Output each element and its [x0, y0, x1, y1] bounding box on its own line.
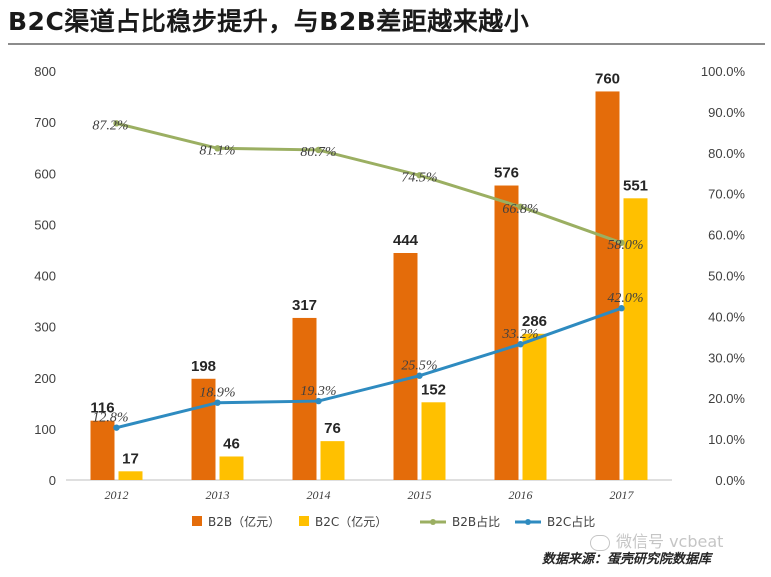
left-axis-tick: 500: [34, 217, 56, 232]
legend-b2b-share-marker: [430, 519, 436, 525]
data-source: 数据来源：蛋壳研究院数据库: [541, 552, 711, 567]
legend-b2b-share-label: B2B占比: [452, 514, 500, 529]
b2c-bar: [623, 198, 648, 480]
right-axis-tick: 70.0%: [708, 187, 745, 202]
x-axis-tick: 2015: [408, 488, 432, 502]
right-axis-tick: 50.0%: [708, 269, 745, 284]
b2b-share-label: 87.2%: [92, 118, 128, 133]
b2b-bar: [191, 378, 216, 480]
b2c-share-point: [315, 397, 322, 405]
b2b-share-point: [214, 145, 221, 152]
b2b-bar-label: 760: [595, 70, 620, 87]
b2c-bar-label: 46: [223, 435, 240, 452]
b2b-share-point: [618, 239, 625, 246]
b2b-share-label: 81.1%: [199, 143, 235, 158]
x-axis-tick: 2012: [105, 488, 129, 502]
chart-title: B2C渠道占比稳步提升，与B2B差距越来越小: [8, 7, 530, 36]
b2c-share-label: 33.2%: [501, 327, 538, 342]
left-axis-tick: 300: [34, 320, 56, 335]
b2c-bar-label: 551: [623, 177, 648, 194]
left-axis-tick: 800: [34, 64, 56, 79]
x-axis-tick: 2017: [610, 488, 635, 502]
b2b-bar-label: 116: [90, 400, 114, 417]
b2c-bar: [118, 471, 143, 480]
b2b-bar-label: 444: [393, 232, 419, 249]
b2c-bar-label: 286: [522, 313, 547, 330]
b2b-share-label: 66.8%: [502, 202, 538, 217]
legend-b2c-label: B2C（亿元）: [315, 514, 387, 529]
b2b-share-point: [113, 120, 120, 127]
left-axis-tick: 600: [34, 166, 56, 181]
b2c-share-label: 42.0%: [607, 291, 643, 306]
watermark: 微信号 vcbeat: [590, 528, 723, 552]
wechat-icon: [590, 534, 610, 551]
b2c-share-label: 18.9%: [199, 386, 235, 401]
b2b-bar: [90, 420, 115, 480]
b2c-bar-label: 76: [324, 420, 341, 437]
right-axis-tick: 0.0%: [715, 473, 745, 488]
b2c-share-point: [214, 399, 221, 406]
b2c-bar-label: 152: [421, 381, 446, 398]
right-axis-tick: 90.0%: [708, 105, 745, 120]
b2c-share-point: [618, 305, 625, 312]
b2c-bar-label: 17: [122, 450, 139, 467]
b2b-share-label: 58.0%: [607, 238, 643, 253]
left-axis-tick: 700: [34, 115, 56, 130]
b2c-share-point: [113, 424, 120, 431]
right-axis-tick: 100.0%: [701, 64, 746, 79]
b2c-share-label: 25.5%: [401, 359, 437, 374]
x-axis-tick: 2013: [206, 488, 230, 502]
right-axis-tick: 80.0%: [708, 146, 745, 161]
legend-b2c-share-marker: [525, 519, 531, 525]
left-axis-tick: 200: [34, 371, 56, 386]
left-axis-tick: 0: [49, 473, 56, 488]
b2c-bar: [522, 333, 547, 480]
b2b-share-label: 74.5%: [401, 170, 437, 185]
b2b-bar: [595, 91, 620, 480]
b2c-share-label: 19.3%: [300, 384, 336, 399]
right-axis-tick: 40.0%: [708, 309, 745, 324]
b2b-bar-label: 317: [292, 297, 317, 314]
b2c-share-label: 12.8%: [92, 411, 128, 426]
b2b-share-label: 80.7%: [300, 145, 336, 160]
b2b-bar-label: 576: [494, 165, 519, 182]
legend-b2c-swatch: [299, 516, 309, 526]
x-axis-tick: 2016: [509, 488, 533, 502]
right-axis-tick: 10.0%: [708, 432, 745, 447]
right-axis-tick: 20.0%: [708, 391, 745, 406]
b2b-share-point: [416, 172, 423, 179]
b2b-bar: [292, 317, 317, 480]
legend-b2c-share-label: B2C占比: [547, 514, 595, 529]
legend-b2b-label: B2B（亿元）: [208, 514, 280, 529]
left-axis-tick: 100: [34, 422, 56, 437]
right-axis-tick: 30.0%: [708, 350, 745, 365]
b2b-bar: [393, 253, 418, 480]
legend-b2b-swatch: [192, 516, 202, 526]
b2c-share-line: [116, 306, 623, 430]
b2b-bar-label: 198: [191, 358, 216, 375]
x-axis-tick: 2014: [307, 488, 331, 502]
b2c-bar: [320, 441, 345, 480]
b2c-share-point: [517, 341, 524, 348]
b2c-bar: [421, 402, 446, 480]
right-axis-tick: 60.0%: [708, 228, 745, 243]
b2b-share-point: [315, 146, 322, 154]
watermark-text: 微信号 vcbeat: [616, 532, 724, 551]
title-divider: [8, 43, 765, 45]
b2c-share-point: [416, 372, 423, 379]
b2c-bar: [219, 456, 244, 480]
left-axis-tick: 400: [34, 269, 56, 284]
b2b-bar: [494, 185, 519, 480]
b2b-share-point: [517, 203, 524, 210]
b2b-share-line: [116, 121, 623, 245]
